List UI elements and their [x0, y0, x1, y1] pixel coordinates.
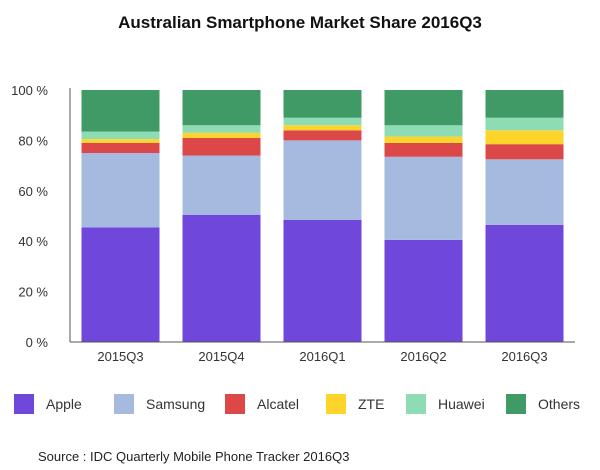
bar-segment-alcatel — [485, 144, 564, 160]
bar-segment-apple — [81, 227, 160, 342]
chart-title: Australian Smartphone Market Share 2016Q… — [118, 13, 482, 32]
legend-swatch-apple — [14, 394, 34, 414]
x-tick-label: 2016Q1 — [299, 349, 345, 364]
bar-segment-others — [81, 90, 160, 132]
legend-label-huawei: Huawei — [438, 396, 485, 412]
legend-label-others: Others — [538, 396, 581, 412]
bar-segment-samsung — [384, 156, 463, 240]
bar-segment-apple — [384, 239, 463, 342]
y-tick-label: 0 % — [26, 335, 49, 350]
bar-segment-zte — [283, 125, 362, 131]
bar-segment-apple — [485, 224, 564, 342]
legend-swatch-huawei — [406, 394, 426, 414]
bar-segment-others — [384, 90, 463, 126]
y-tick-label: 40 % — [18, 234, 48, 249]
bar-segment-zte — [384, 136, 463, 143]
source-note: Source : IDC Quarterly Mobile Phone Trac… — [38, 449, 350, 464]
x-tick-label: 2015Q4 — [198, 349, 244, 364]
legend-item-apple[interactable]: Apple — [14, 394, 82, 414]
bar-segment-huawei — [283, 117, 362, 126]
bar-segment-others — [283, 90, 362, 118]
bar-segment-huawei — [485, 117, 564, 131]
y-tick-label: 60 % — [18, 184, 48, 199]
legend-swatch-samsung — [114, 394, 134, 414]
x-tick-label: 2016Q2 — [400, 349, 446, 364]
bar-segment-huawei — [384, 125, 463, 137]
bar-segment-others — [485, 90, 564, 118]
legend-item-zte[interactable]: ZTE — [326, 394, 384, 414]
legend-item-others[interactable]: Others — [506, 394, 580, 414]
legend-swatch-alcatel — [225, 394, 245, 414]
bar-segment-zte — [182, 132, 261, 138]
legend-item-alcatel[interactable]: Alcatel — [225, 394, 299, 414]
bar-segment-alcatel — [81, 142, 160, 153]
bar-segment-huawei — [182, 125, 261, 133]
legend-swatch-others — [506, 394, 526, 414]
x-tick-label: 2015Q3 — [97, 349, 143, 364]
bar-segment-others — [182, 90, 261, 126]
legend-label-zte: ZTE — [358, 396, 385, 412]
bar-segment-apple — [283, 219, 362, 342]
bar-segment-zte — [81, 139, 160, 143]
legend-swatch-zte — [326, 394, 346, 414]
legend: Apple Samsung Alcatel ZTE Huawei Others — [14, 394, 600, 416]
bar-segment-samsung — [485, 159, 564, 225]
bar-segment-alcatel — [283, 130, 362, 141]
legend-label-alcatel: Alcatel — [257, 396, 300, 412]
y-tick-label: 20 % — [18, 285, 48, 300]
stacked-bar-chart: 0 % 20 % 40 % 60 % 80 % 100 % 2015Q3 2015Q4 2016… — [11, 83, 575, 364]
legend-item-samsung[interactable]: Samsung — [114, 394, 205, 414]
bar-segment-alcatel — [182, 137, 261, 156]
legend-label-samsung: Samsung — [146, 396, 206, 412]
bar-segment-huawei — [81, 131, 160, 140]
y-tick-label: 80 % — [18, 133, 48, 148]
y-tick-label: 100 % — [11, 83, 48, 98]
bar-segment-samsung — [182, 155, 261, 215]
bar-segment-zte — [485, 130, 564, 145]
bar-segment-alcatel — [384, 142, 463, 157]
bar-segment-samsung — [81, 153, 160, 228]
x-tick-label: 2016Q3 — [501, 349, 547, 364]
legend-label-apple: Apple — [46, 396, 82, 412]
bar-segment-apple — [182, 214, 261, 342]
legend-item-huawei[interactable]: Huawei — [406, 394, 485, 414]
bar-segment-samsung — [283, 140, 362, 220]
